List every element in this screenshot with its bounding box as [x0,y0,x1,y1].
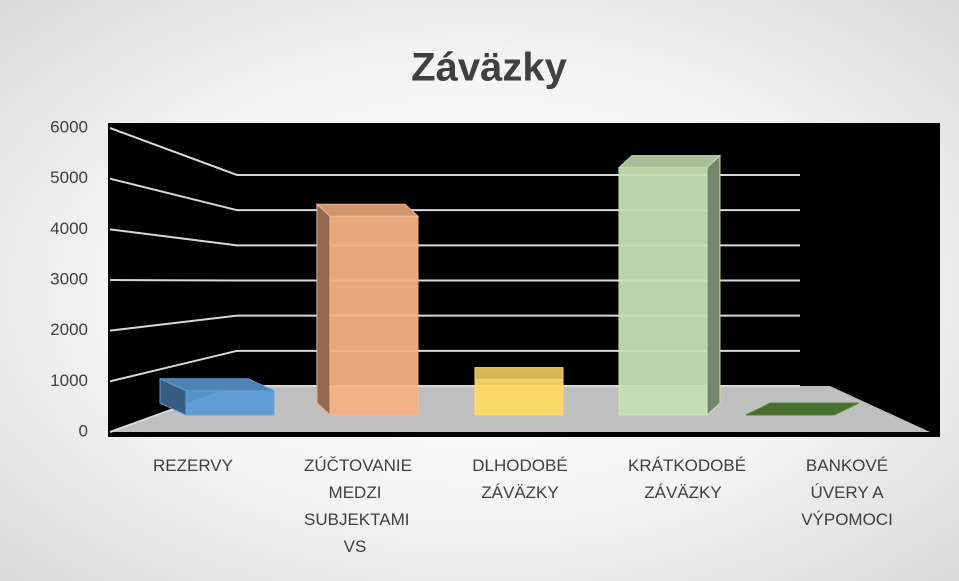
x-tick-label: KRÁTKODOBÉ ZÁVÄZKY [628,456,747,502]
bar-top [159,378,275,392]
y-tick-label: 3000 [50,269,88,288]
bar-top [315,203,420,217]
x-tick-label: REZERVY [153,456,233,475]
y-tick-label: 5000 [50,168,88,187]
x-tick-label: BANKOVÉ ÚVERY A VÝPOMOCI [801,456,893,529]
bar-side [706,154,721,417]
bar-top [745,402,859,416]
y-tick-label: 2000 [50,320,88,339]
grid-line [109,349,800,383]
bar [618,167,708,416]
grid-line [109,177,800,212]
grid-line [109,127,800,176]
grid-line [109,314,800,332]
x-tick-label: ZÚČTOVANIE MEDZI SUBJEKTAMI VS [304,456,412,556]
y-tick-label: 4000 [50,219,88,238]
y-tick-label: 1000 [50,371,88,390]
x-tick-label: DLHODOBÉ ZÁVÄZKY [472,456,568,502]
bar [474,379,564,416]
bar [329,215,419,416]
bar-top [474,367,564,381]
chart-title: Záväzky [411,46,567,90]
grid-line [109,228,800,247]
y-tick-label: 6000 [50,117,88,136]
bar [185,390,275,416]
y-tick-label: 0 [79,421,88,440]
bar-top [617,155,722,169]
bar-side [316,203,331,417]
grid-line [109,279,800,282]
